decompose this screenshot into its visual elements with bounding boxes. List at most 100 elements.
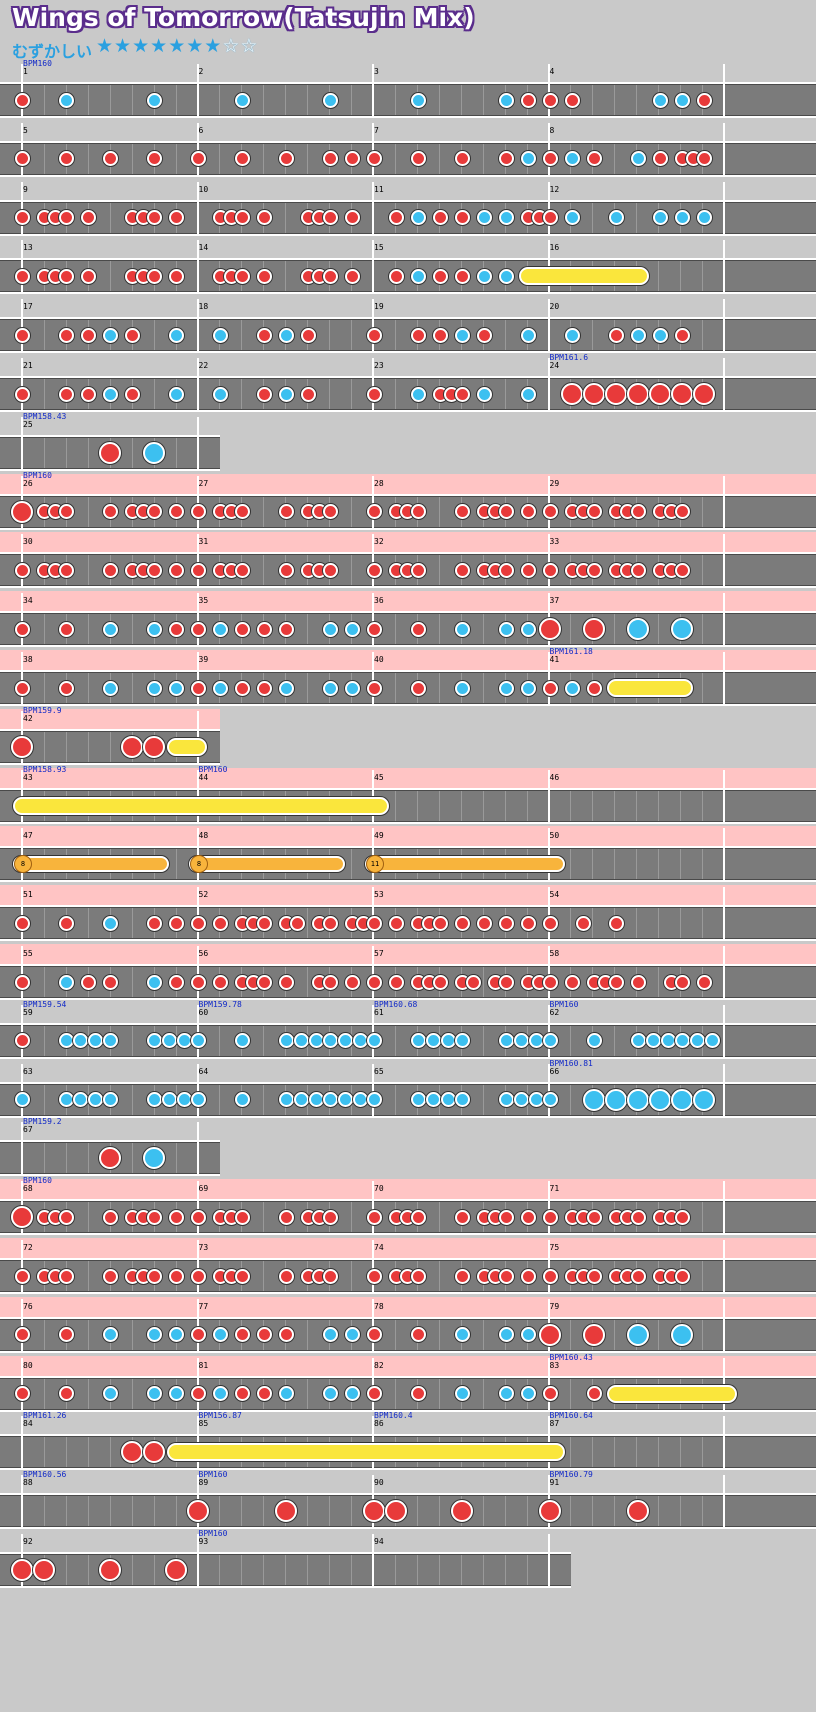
don-note <box>102 974 118 990</box>
ka-note <box>652 327 668 343</box>
measure-number: 65 <box>374 1066 384 1076</box>
beat-line <box>504 1496 506 1527</box>
ka-note <box>344 621 360 637</box>
don-note <box>586 1268 602 1284</box>
don-note <box>322 268 338 284</box>
beat-line <box>43 1378 45 1409</box>
beat-line <box>614 790 616 821</box>
don-note <box>630 562 646 578</box>
beat-line <box>307 143 309 174</box>
bpm-change-label: BPM160.64 <box>549 1411 593 1421</box>
don-note <box>520 1268 536 1284</box>
measure-number: 48 <box>198 831 209 841</box>
beat-line <box>131 1496 133 1527</box>
gogo-band <box>0 1238 816 1258</box>
ka-note <box>652 92 668 108</box>
don-note <box>498 562 514 578</box>
ka-note <box>146 92 162 108</box>
don-note <box>256 386 272 402</box>
drumroll-note <box>167 1443 565 1462</box>
don-note <box>146 1268 162 1284</box>
measure-number: 57 <box>374 949 384 958</box>
ka-note <box>146 680 162 696</box>
don-note <box>630 1209 646 1225</box>
beat-line <box>153 1555 155 1585</box>
beat-line <box>43 1437 45 1468</box>
ka-note <box>176 1092 192 1108</box>
ka-note <box>410 92 426 108</box>
don-note <box>146 562 162 578</box>
beat-line <box>438 555 440 586</box>
don-note <box>388 915 404 931</box>
beat-line <box>680 1437 682 1468</box>
don-note <box>278 504 294 520</box>
beat-line <box>87 1143 89 1174</box>
beat-line <box>570 614 572 645</box>
don-note <box>146 268 162 284</box>
don-note <box>300 386 316 402</box>
ka-note <box>322 1386 338 1402</box>
beat-line <box>351 849 353 880</box>
beat-line <box>307 85 309 115</box>
don-note <box>432 974 448 990</box>
measure-number: 8 <box>549 125 555 135</box>
don-note <box>80 327 96 343</box>
don-note <box>14 327 30 343</box>
measure-number: 63 <box>23 1066 33 1076</box>
ka-note <box>410 268 426 284</box>
ka-note <box>520 386 536 402</box>
measure-number: 88 <box>23 1478 33 1488</box>
beat-line <box>131 908 133 939</box>
ka-note <box>542 1033 558 1049</box>
beat-line <box>702 1261 704 1291</box>
don-note <box>14 386 30 402</box>
beat-line <box>307 1319 309 1350</box>
don-note <box>14 680 30 696</box>
don-note <box>300 327 316 343</box>
bar-line <box>547 122 550 177</box>
don-note <box>234 504 250 520</box>
measure-number: 4 <box>549 67 555 76</box>
measure-number: 72 <box>23 1243 33 1252</box>
ka-note <box>212 680 228 696</box>
don-note <box>454 210 470 226</box>
measure-number: 60 <box>198 1007 209 1017</box>
ka-note <box>696 210 712 226</box>
don-note <box>476 915 492 931</box>
ka-note <box>440 1092 456 1108</box>
ka-note <box>498 1033 514 1049</box>
beat-line <box>65 1496 67 1527</box>
don-note <box>14 621 30 637</box>
beat-line <box>592 202 594 233</box>
beat-line <box>680 790 682 821</box>
don-note <box>278 974 294 990</box>
measure-number: 25 <box>23 419 33 429</box>
beat-line <box>285 1555 287 1585</box>
bar-line <box>196 1122 199 1177</box>
don-note <box>256 1386 272 1402</box>
measure-number: 7 <box>374 125 379 135</box>
beat-line <box>241 379 243 409</box>
don-note <box>564 974 580 990</box>
don-note <box>80 974 96 990</box>
bar-line <box>196 534 199 589</box>
don-note <box>674 504 690 520</box>
big-don-note <box>121 1441 143 1464</box>
drumroll-note <box>13 796 389 815</box>
gogo-band <box>0 1179 816 1200</box>
don-note <box>322 504 338 520</box>
don-note <box>344 268 360 284</box>
ka-note <box>102 1386 118 1402</box>
beat-line <box>658 790 660 821</box>
beat-line <box>175 85 177 115</box>
beat-line <box>43 143 45 174</box>
don-note <box>696 151 712 167</box>
beat-line <box>87 1202 89 1233</box>
beat-line <box>702 261 704 292</box>
beat-line <box>241 1496 243 1527</box>
don-note <box>168 268 184 284</box>
ka-note <box>410 1033 426 1049</box>
bpm-change-label: BPM160.43 <box>549 1352 593 1362</box>
beat-line <box>482 1319 484 1350</box>
gogo-band <box>0 767 816 788</box>
